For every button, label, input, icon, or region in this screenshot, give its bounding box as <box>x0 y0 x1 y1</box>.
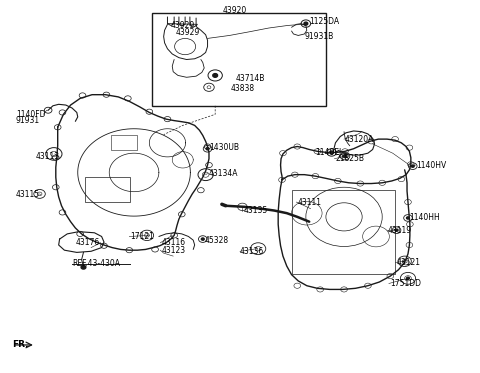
Text: 91931: 91931 <box>16 116 40 125</box>
Circle shape <box>304 22 308 25</box>
Circle shape <box>330 151 334 154</box>
Text: 43134A: 43134A <box>209 169 239 178</box>
Bar <box>152 13 326 106</box>
Text: 1140EJ: 1140EJ <box>315 148 342 157</box>
Text: 43121: 43121 <box>396 258 420 267</box>
Text: 43113: 43113 <box>36 152 60 161</box>
Text: 43838: 43838 <box>230 84 254 93</box>
Text: 1430UB: 1430UB <box>209 143 239 152</box>
Text: 45328: 45328 <box>204 236 228 245</box>
Circle shape <box>81 265 86 269</box>
Text: 1125DA: 1125DA <box>309 17 339 26</box>
Text: 43111: 43111 <box>297 198 321 207</box>
Circle shape <box>407 217 409 219</box>
Text: 1140FD: 1140FD <box>16 110 45 119</box>
Text: 43119: 43119 <box>388 226 412 235</box>
Text: 1140HV: 1140HV <box>417 160 447 169</box>
Circle shape <box>407 277 409 279</box>
Text: 43714B: 43714B <box>235 73 264 82</box>
Text: REF.43-430A: REF.43-430A <box>72 258 120 268</box>
Text: 1140HH: 1140HH <box>409 213 440 222</box>
Circle shape <box>343 155 347 158</box>
Text: 43929: 43929 <box>171 21 195 30</box>
Text: 43116: 43116 <box>161 238 185 247</box>
Text: FR.: FR. <box>12 341 28 350</box>
Text: 91931B: 91931B <box>304 32 334 41</box>
Circle shape <box>201 238 204 240</box>
Text: 43929: 43929 <box>176 28 200 37</box>
Text: 43115: 43115 <box>16 190 40 199</box>
Circle shape <box>411 165 414 167</box>
Text: 43123: 43123 <box>161 246 185 255</box>
Text: 21825B: 21825B <box>336 154 364 163</box>
Bar <box>111 135 137 150</box>
Bar <box>292 190 395 273</box>
Text: 43176: 43176 <box>75 238 100 247</box>
Text: 43120A: 43120A <box>345 135 374 144</box>
Text: 43920: 43920 <box>223 6 247 15</box>
Circle shape <box>206 148 209 150</box>
Circle shape <box>395 229 398 231</box>
Bar <box>85 177 130 202</box>
Text: 17121: 17121 <box>130 232 154 241</box>
Text: 43135: 43135 <box>244 206 268 215</box>
Text: 43136: 43136 <box>240 247 264 256</box>
Circle shape <box>213 73 217 77</box>
Text: 1751DD: 1751DD <box>390 279 421 288</box>
